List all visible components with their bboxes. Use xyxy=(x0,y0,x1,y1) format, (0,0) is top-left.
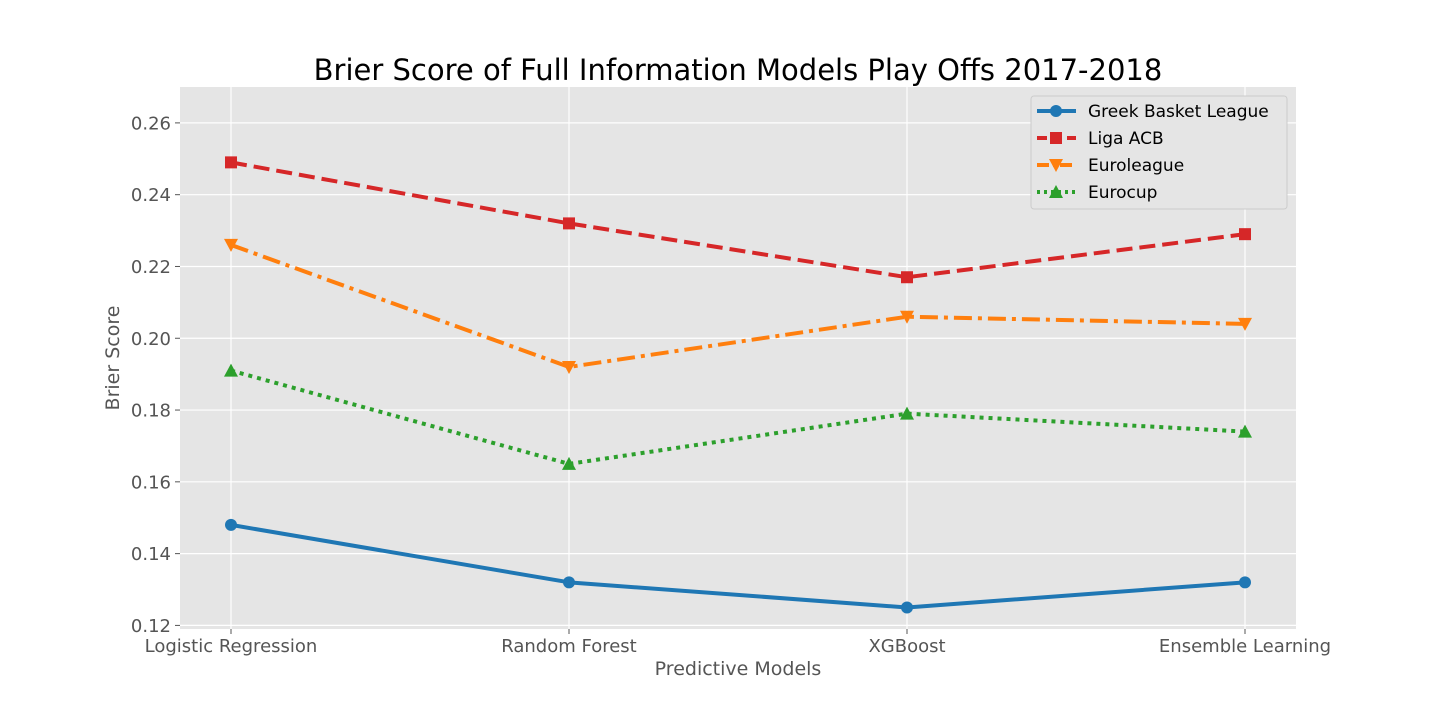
x-tick-label: Random Forest xyxy=(501,636,636,657)
legend-entry: Euroleague xyxy=(1037,156,1184,176)
legend-entry: Greek Basket League xyxy=(1037,102,1269,122)
series-line xyxy=(230,160,1246,280)
axis-ticks: 0.12 0.14 0.16 0.18 0.20 0.22 0.24 0.26 Logistic… xyxy=(131,113,1331,657)
x-axis-label: Predictive Models xyxy=(655,658,822,680)
data-point xyxy=(224,363,238,377)
data-point xyxy=(1239,576,1251,589)
legend-label: Eurocup xyxy=(1088,183,1157,203)
data-point xyxy=(225,156,237,169)
data-point xyxy=(562,456,576,470)
x-tick-label: Logistic Regression xyxy=(145,636,318,657)
legend-entry: Eurocup xyxy=(1037,183,1157,203)
data-point xyxy=(224,238,238,252)
y-tick-label: 0.12 xyxy=(131,616,171,637)
y-tick-label: 0.24 xyxy=(131,185,171,206)
legend-label: Liga ACB xyxy=(1088,129,1164,149)
data-point xyxy=(225,518,237,531)
y-tick-label: 0.20 xyxy=(131,329,171,350)
series-1 xyxy=(225,156,1251,284)
legend-marker xyxy=(1050,105,1062,117)
legend-marker xyxy=(1050,132,1062,144)
legend-marker xyxy=(1049,185,1063,198)
y-tick-label: 0.22 xyxy=(131,257,171,278)
series-line xyxy=(230,522,1246,610)
data-point xyxy=(1238,424,1252,438)
legend: Greek Basket League Liga ACB Euroleague Eur… xyxy=(1030,95,1288,210)
x-tick-label: Ensemble Learning xyxy=(1159,636,1331,657)
y-axis-label: Brier Score xyxy=(102,306,124,411)
data-point xyxy=(563,576,575,589)
series-line xyxy=(230,243,1246,369)
series-0 xyxy=(225,518,1251,614)
legend-label: Euroleague xyxy=(1088,156,1184,176)
data-point xyxy=(1238,317,1252,331)
chart-title: Brier Score of Full Information Models P… xyxy=(314,53,1163,87)
legend-marker xyxy=(1049,159,1063,172)
x-tick-label: XGBoost xyxy=(868,636,945,657)
series-3 xyxy=(224,363,1252,470)
y-tick-label: 0.16 xyxy=(131,472,171,493)
y-tick-label: 0.26 xyxy=(131,113,171,134)
y-tick-label: 0.18 xyxy=(131,401,171,422)
data-point xyxy=(1239,228,1251,241)
series-layer xyxy=(224,156,1252,614)
data-point xyxy=(562,360,576,374)
legend-box xyxy=(1030,95,1288,210)
data-point xyxy=(900,406,914,420)
data-point xyxy=(901,271,913,284)
data-point xyxy=(901,601,913,614)
data-point xyxy=(900,310,914,324)
series-2 xyxy=(224,238,1252,374)
y-tick-label: 0.14 xyxy=(131,544,171,565)
data-point xyxy=(563,217,575,230)
legend-label: Greek Basket League xyxy=(1088,102,1269,122)
legend-entry: Liga ACB xyxy=(1037,129,1164,149)
